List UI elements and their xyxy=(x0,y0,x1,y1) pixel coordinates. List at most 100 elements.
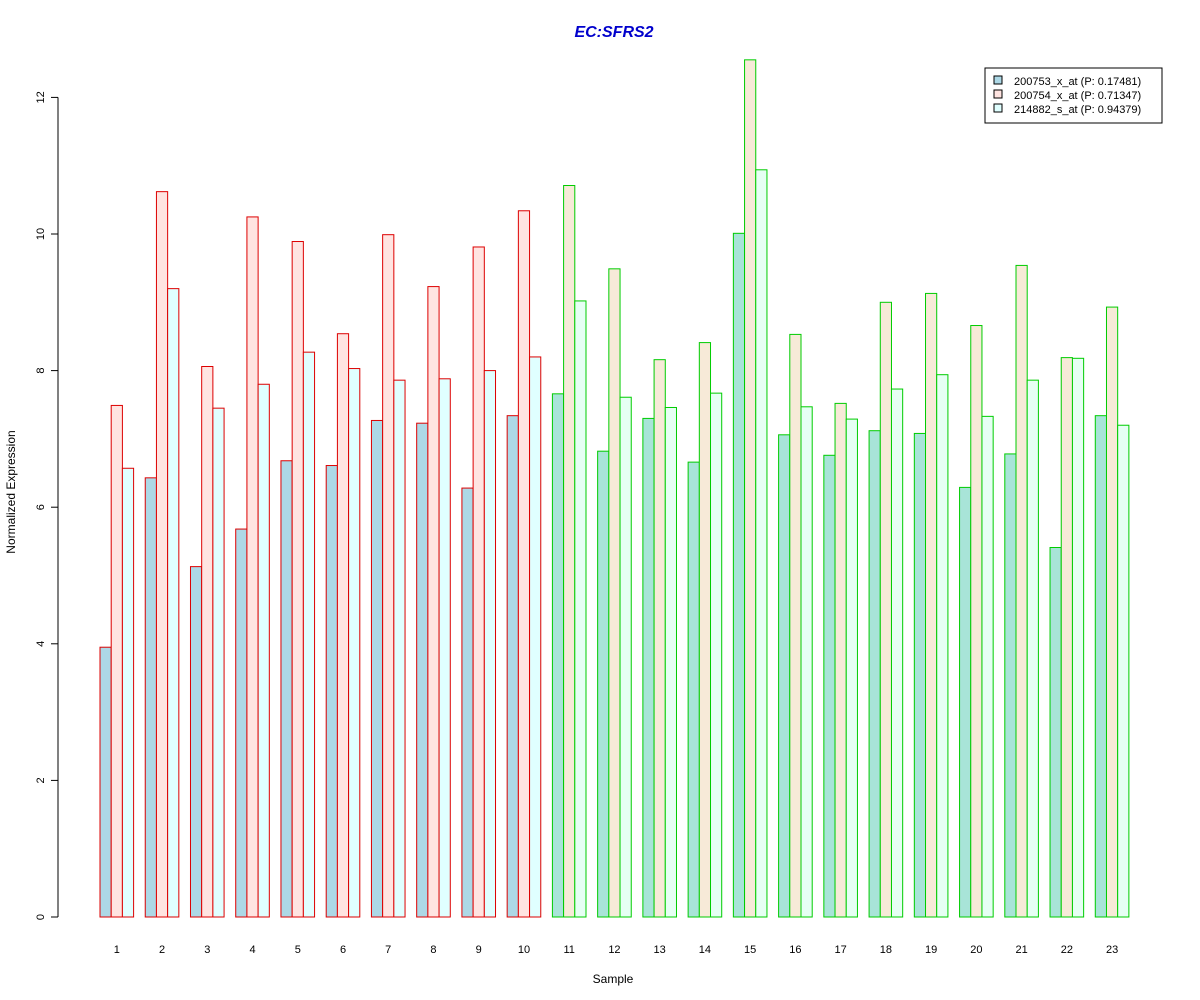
x-axis-label: Sample xyxy=(593,972,634,986)
bar xyxy=(1026,379,1039,918)
legend: 200753_x_at (P: 0.17481) 200754_x_at (P: … xyxy=(984,67,1163,124)
bar xyxy=(382,234,395,918)
bar xyxy=(653,359,666,918)
bar xyxy=(291,241,304,918)
bar xyxy=(1049,546,1062,918)
bar xyxy=(517,210,531,918)
bar xyxy=(551,393,565,918)
bar xyxy=(144,477,157,918)
x-tick-label: 1 xyxy=(114,944,120,956)
bar xyxy=(1060,357,1073,918)
bar xyxy=(246,216,259,918)
bar xyxy=(687,461,700,918)
x-tick-label: 17 xyxy=(835,944,847,956)
bar xyxy=(189,566,203,918)
bar xyxy=(574,300,587,918)
bar xyxy=(235,528,248,918)
legend-swatch xyxy=(993,89,1003,99)
y-tick-label: 6 xyxy=(35,504,47,510)
legend-entry: 200753_x_at (P: 0.17481) xyxy=(1014,76,1141,88)
y-tick-label: 4 xyxy=(35,641,47,647)
bar xyxy=(280,460,293,918)
bar xyxy=(710,392,723,918)
legend-box xyxy=(984,67,1163,124)
x-tick-label: 15 xyxy=(744,944,756,956)
bar xyxy=(913,432,927,918)
bar xyxy=(438,378,451,918)
bar xyxy=(99,646,112,918)
bar xyxy=(302,351,316,918)
bar xyxy=(970,325,983,918)
bars xyxy=(99,59,1130,918)
x-tick-label: 14 xyxy=(699,944,711,956)
bar xyxy=(890,388,904,918)
x-tick-label: 9 xyxy=(476,944,482,956)
bar xyxy=(348,368,361,918)
x-tick-label: 2 xyxy=(159,944,165,956)
x-tick-label: 23 xyxy=(1106,944,1118,956)
bar xyxy=(563,185,576,918)
bar xyxy=(393,379,406,918)
bar xyxy=(879,301,892,918)
bar xyxy=(1071,357,1085,918)
x-tick-label: 11 xyxy=(563,944,574,956)
y-tick-label: 10 xyxy=(35,228,47,240)
x-tick-labels: 1 2 3 4 5 6 7 8 9 10 11 12 13 14 15 16 17 18 19 20 21 22 23 xyxy=(114,944,1118,956)
x-tick-label: 3 xyxy=(204,944,210,956)
bar xyxy=(1105,306,1119,918)
bar xyxy=(257,383,270,918)
x-tick-label: 13 xyxy=(654,944,666,956)
chart-title: EC:SFRS2 xyxy=(574,24,653,41)
bar xyxy=(789,333,802,918)
bar xyxy=(936,374,949,918)
bar xyxy=(110,404,123,918)
y-axis-label: Normalized Expression xyxy=(4,430,18,553)
y-axis: 0 2 4 6 8 10 12 xyxy=(35,91,59,920)
x-tick-label: 12 xyxy=(608,944,620,956)
bar xyxy=(461,487,474,918)
x-tick-label: 16 xyxy=(789,944,801,956)
x-tick-label: 20 xyxy=(970,944,982,956)
bar xyxy=(755,169,768,918)
legend-entry: 214882_s_at (P: 0.94379) xyxy=(1014,104,1141,116)
bar xyxy=(732,232,746,918)
x-tick-label: 21 xyxy=(1015,944,1027,956)
x-tick-label: 19 xyxy=(925,944,937,956)
bar xyxy=(619,396,632,918)
bar xyxy=(529,356,542,918)
bar xyxy=(800,406,813,918)
bar xyxy=(698,342,712,918)
x-tick-label: 6 xyxy=(340,944,346,956)
bar xyxy=(664,406,677,918)
bar xyxy=(370,419,384,918)
bar xyxy=(925,292,938,918)
bar xyxy=(483,370,497,918)
bar xyxy=(121,467,135,918)
legend-entry: 200754_x_at (P: 0.71347) xyxy=(1014,90,1141,102)
bar xyxy=(778,434,791,918)
y-tick-label: 12 xyxy=(35,91,47,103)
bar xyxy=(325,465,338,918)
bar xyxy=(823,454,836,918)
bar xyxy=(597,450,610,918)
x-tick-label: 10 xyxy=(518,944,530,956)
bar xyxy=(167,288,180,918)
y-tick-label: 2 xyxy=(35,777,47,783)
x-tick-label: 8 xyxy=(430,944,436,956)
bar xyxy=(506,415,519,918)
x-tick-label: 18 xyxy=(880,944,892,956)
bar xyxy=(981,415,994,918)
bar xyxy=(834,402,847,918)
legend-swatch xyxy=(993,103,1003,113)
bar xyxy=(1004,453,1017,918)
bar xyxy=(642,417,655,918)
bar xyxy=(427,286,440,918)
x-tick-label: 5 xyxy=(295,944,301,956)
x-tick-label: 22 xyxy=(1061,944,1073,956)
y-tick-label: 0 xyxy=(35,914,47,920)
bar xyxy=(212,407,225,918)
bar xyxy=(868,430,881,918)
bar xyxy=(1015,264,1028,918)
bar xyxy=(416,422,429,918)
